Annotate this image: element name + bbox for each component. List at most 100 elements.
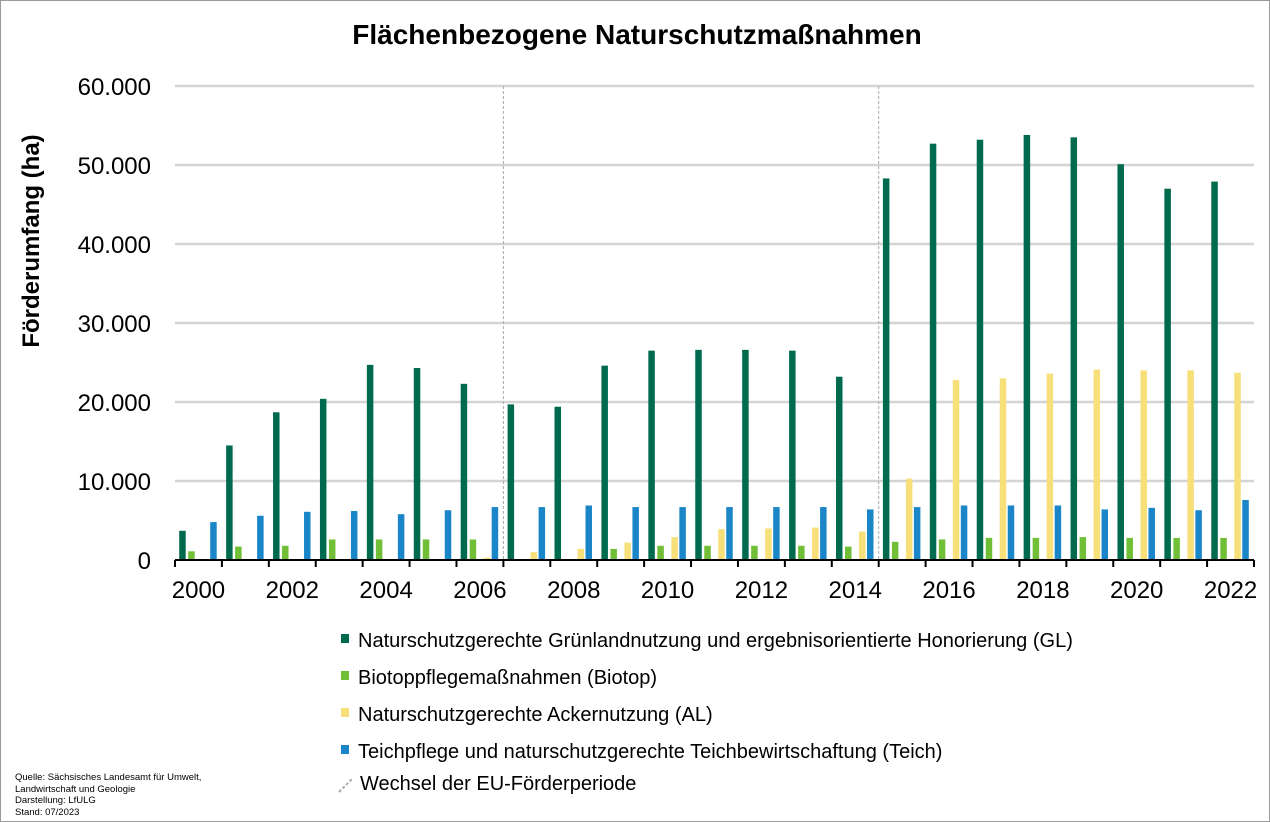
bar: [929, 143, 937, 561]
bar: [1032, 537, 1040, 560]
bar: [718, 529, 725, 560]
legend-label: Naturschutzgerechte Ackernutzung (AL): [358, 704, 713, 726]
bar: [1007, 505, 1015, 560]
bar: [1054, 505, 1062, 560]
bar: [891, 541, 899, 560]
bar: [538, 507, 546, 560]
bar: [905, 478, 913, 560]
bar: [1046, 373, 1054, 560]
x-tick-label: 2022: [1204, 577, 1257, 604]
bar: [835, 376, 843, 560]
bar: [226, 445, 233, 560]
x-tick-label: 2000: [172, 577, 225, 604]
bar: [179, 530, 186, 560]
bar: [985, 537, 993, 560]
bar: [844, 546, 852, 560]
bar: [624, 542, 631, 560]
chart-title: Flächenbezogene Naturschutzmaßnahmen: [352, 19, 921, 50]
legend-swatch: [341, 634, 349, 643]
bar: [273, 412, 280, 560]
bar: [657, 545, 664, 560]
bar: [188, 551, 195, 560]
y-axis-title: Förderumfang (ha): [18, 134, 45, 347]
bar: [444, 510, 452, 560]
bars: [179, 134, 1249, 561]
bar: [1242, 499, 1249, 560]
legend: Naturschutzgerechte Grünlandnutzung und …: [338, 630, 1073, 795]
source-line: Landwirtschaft und Geologie: [15, 783, 136, 795]
legend-label: Teichpflege und naturschutzgerechte Teic…: [358, 741, 942, 763]
bar: [1079, 537, 1087, 560]
legend-swatch: [341, 671, 349, 680]
bar: [483, 557, 491, 560]
y-tick-labels: 0 10.000 20.000 30.000 40.000 50.000 60.000: [78, 74, 151, 575]
bar: [1234, 372, 1241, 560]
bar: [1220, 537, 1227, 560]
bar: [1148, 507, 1155, 560]
y-tick-label: 40.000: [78, 232, 151, 259]
bar: [577, 548, 585, 560]
bar: [789, 350, 796, 560]
bar: [866, 509, 874, 560]
bar: [812, 527, 819, 560]
bar: [585, 505, 593, 560]
y-tick-label: 60.000: [78, 74, 151, 101]
bar: [210, 522, 217, 560]
bar: [282, 545, 289, 560]
legend-period-line-swatch: [338, 777, 354, 793]
x-tick-label: 2018: [1016, 577, 1069, 604]
bar: [704, 545, 711, 560]
bar: [1117, 164, 1124, 560]
x-tick-label: 2020: [1110, 577, 1163, 604]
bar: [726, 507, 733, 560]
bar: [999, 378, 1007, 560]
x-tick-label: 2008: [547, 577, 600, 604]
bar: [882, 178, 890, 560]
bar: [397, 514, 405, 560]
bar: [648, 350, 655, 560]
bar: [328, 539, 336, 560]
bar: [773, 507, 780, 560]
x-tick-label: 2002: [266, 577, 319, 604]
y-tick-label: 30.000: [78, 311, 151, 338]
bar: [610, 548, 617, 560]
bar: [1211, 181, 1218, 560]
bar: [679, 507, 686, 560]
legend-label: Biotoppflegemaßnahmen (Biotop): [358, 667, 657, 689]
bar: [742, 349, 749, 560]
bar: [695, 349, 702, 560]
bar: [1195, 510, 1202, 560]
bar: [798, 545, 805, 560]
bar: [938, 539, 946, 560]
bar: [765, 528, 772, 560]
source-line: Darstellung: LfULG: [15, 795, 96, 806]
bar: [632, 507, 639, 560]
bar: [820, 507, 827, 560]
bar: [554, 406, 562, 560]
source-line: Stand: 07/2023: [15, 806, 80, 818]
bar: [422, 539, 430, 560]
bar: [671, 537, 678, 560]
bar: [1023, 134, 1031, 561]
bar: [1070, 137, 1078, 560]
bar: [375, 539, 383, 560]
bar: [413, 368, 421, 560]
x-tick-label: 2010: [641, 577, 694, 604]
bar: [350, 511, 358, 560]
bar: [304, 511, 311, 560]
x-tick-label: 2016: [922, 577, 975, 604]
bar: [319, 398, 327, 560]
x-tick-labels: 2000 2002 2004 2006 2008 2010 2012 2014 2016 2018…: [172, 577, 1257, 604]
legend-swatch: [341, 745, 349, 754]
bar: [257, 515, 264, 560]
bar: [491, 507, 499, 560]
gridlines: [175, 84, 1254, 483]
bar: [1101, 509, 1109, 560]
bar: [1187, 370, 1194, 560]
x-axis: [174, 559, 1255, 567]
y-tick-label: 50.000: [78, 153, 151, 180]
bar: [1126, 537, 1133, 560]
y-tick-label: 20.000: [78, 390, 151, 417]
